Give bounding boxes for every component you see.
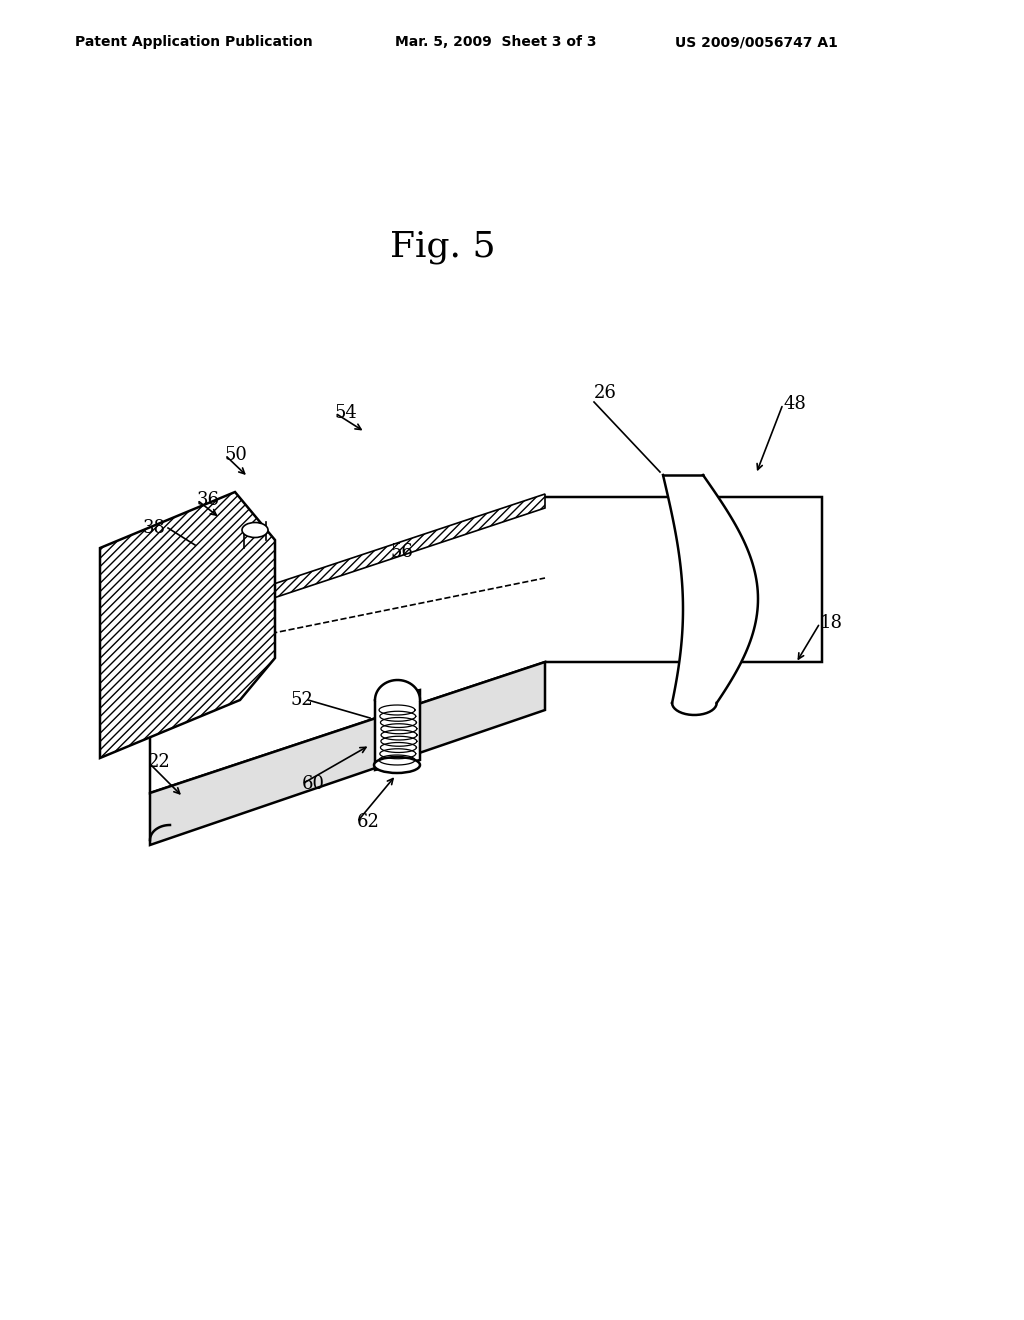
Text: 18: 18 [820, 614, 843, 632]
Polygon shape [150, 494, 545, 639]
Text: 50: 50 [225, 446, 248, 465]
Text: 22: 22 [148, 752, 171, 771]
Text: Mar. 5, 2009  Sheet 3 of 3: Mar. 5, 2009 Sheet 3 of 3 [395, 36, 597, 49]
Text: 36: 36 [197, 491, 220, 510]
Polygon shape [100, 492, 275, 758]
Text: 54: 54 [335, 404, 357, 422]
Text: Patent Application Publication: Patent Application Publication [75, 36, 312, 49]
Polygon shape [663, 475, 758, 715]
Ellipse shape [242, 523, 268, 537]
Polygon shape [375, 680, 420, 700]
Text: 60: 60 [302, 775, 325, 793]
Polygon shape [375, 690, 420, 770]
Text: 52: 52 [290, 690, 312, 709]
Ellipse shape [374, 756, 420, 774]
Text: US 2009/0056747 A1: US 2009/0056747 A1 [675, 36, 838, 49]
Text: 38: 38 [143, 519, 166, 537]
Text: 62: 62 [357, 813, 380, 832]
Text: 26: 26 [594, 384, 616, 403]
Polygon shape [150, 498, 822, 793]
Text: 56: 56 [390, 543, 413, 561]
Text: Fig. 5: Fig. 5 [390, 230, 496, 264]
Polygon shape [150, 663, 545, 845]
Text: 48: 48 [783, 395, 806, 413]
